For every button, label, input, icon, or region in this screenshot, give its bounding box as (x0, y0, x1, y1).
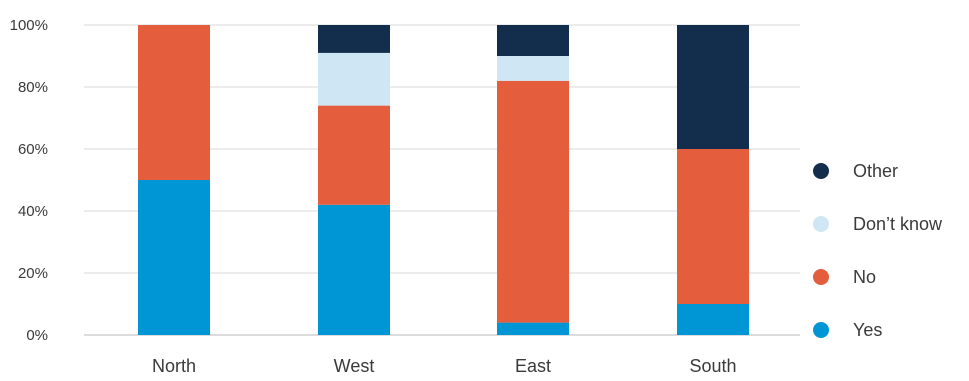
bar-segment-north-yes (138, 180, 210, 335)
x-tick-label-west: West (334, 356, 375, 376)
y-axis-ticks: 0% 20% 40% 60% 80% 100% (10, 17, 48, 344)
bar-segment-west-don-t-know (318, 52, 390, 106)
legend-swatch (813, 163, 829, 179)
bar-segment-east-yes (497, 322, 569, 335)
legend-label: No (853, 267, 876, 287)
bar-segment-east-don-t-know (497, 56, 569, 81)
bar-segment-west-other (318, 25, 390, 53)
y-tick-label: 0% (26, 327, 48, 344)
legend-item-no: No (813, 267, 876, 287)
legend-swatch (813, 216, 829, 232)
legend-label: Other (853, 161, 898, 181)
y-tick-label: 80% (18, 79, 48, 96)
bar-segment-south-yes (677, 304, 749, 335)
bar-segment-east-other (497, 25, 569, 56)
legend-item-other: Other (813, 161, 898, 181)
legend-item-don-t-know: Don’t know (813, 214, 943, 234)
legend-label: Don’t know (853, 214, 943, 234)
bar-segment-west-yes (318, 204, 390, 335)
y-tick-label: 100% (10, 17, 48, 34)
y-tick-label: 20% (18, 265, 48, 282)
bar-segment-west-no (318, 105, 390, 205)
x-tick-label-south: South (689, 356, 736, 376)
y-tick-label: 60% (18, 141, 48, 158)
legend: Other Don’t know No Yes (813, 161, 943, 340)
bar-segment-north-no (138, 25, 210, 180)
legend-label: Yes (853, 320, 882, 340)
x-axis-ticks: North West East South (152, 356, 737, 376)
bar-segment-south-no (677, 149, 749, 304)
legend-swatch (813, 269, 829, 285)
bar-segment-east-no (497, 80, 569, 323)
x-tick-label-north: North (152, 356, 196, 376)
legend-swatch (813, 322, 829, 338)
bar-segment-south-other (677, 25, 749, 149)
legend-item-yes: Yes (813, 320, 882, 340)
x-tick-label-east: East (515, 356, 551, 376)
bars (138, 25, 749, 335)
y-tick-label: 40% (18, 203, 48, 220)
